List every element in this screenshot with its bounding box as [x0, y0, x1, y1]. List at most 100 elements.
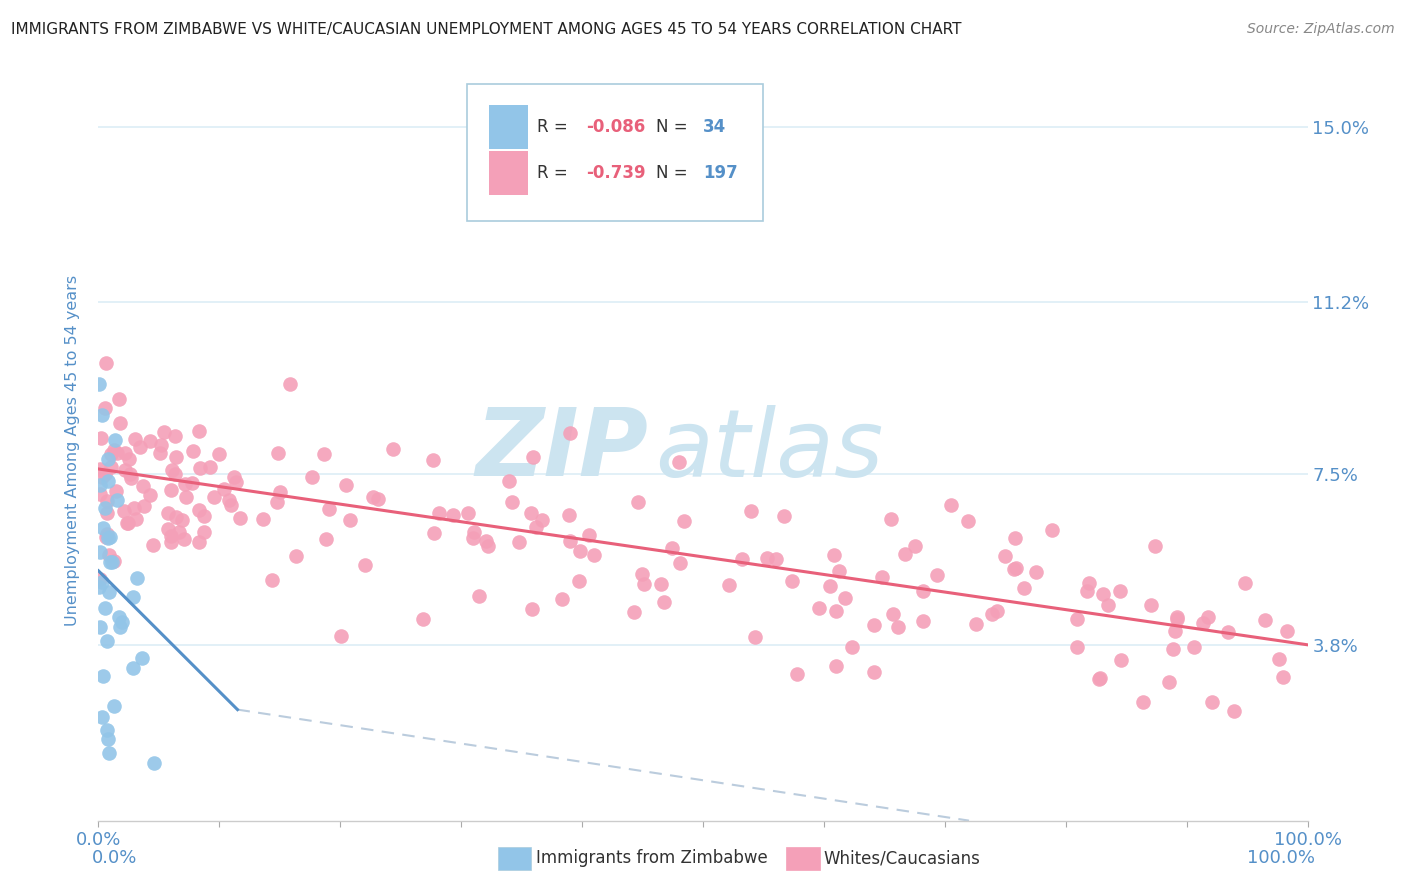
Point: [280, 376, 302, 391]
Point: [89, 620, 111, 634]
Point: [165, 429, 187, 443]
Point: [1091, 587, 1114, 601]
Point: [93, 521, 115, 535]
Point: [110, 620, 132, 634]
Point: [755, 550, 778, 565]
Point: [569, 544, 592, 558]
Point: [315, 532, 337, 546]
Point: [965, 616, 987, 631]
Point: [96, 526, 118, 541]
Point: [94, 500, 117, 515]
Point: [97, 474, 120, 488]
Point: [558, 534, 581, 549]
Point: [957, 514, 980, 528]
Point: [668, 455, 690, 469]
Point: [882, 607, 904, 621]
Point: [669, 556, 692, 570]
Point: [765, 552, 787, 566]
Point: [173, 532, 195, 546]
Point: [1066, 640, 1088, 655]
Point: [153, 425, 176, 439]
Point: [100, 460, 122, 475]
Point: [118, 467, 141, 481]
Point: [208, 447, 231, 461]
Point: [1197, 609, 1219, 624]
Point: [122, 590, 145, 604]
Point: [183, 443, 205, 458]
Point: [1040, 524, 1063, 538]
Text: Source: ZipAtlas.com: Source: ZipAtlas.com: [1247, 22, 1395, 37]
Point: [90, 469, 112, 483]
Point: [90, 574, 112, 589]
Point: [623, 605, 645, 619]
Point: [1223, 704, 1246, 718]
Point: [269, 485, 291, 500]
Point: [131, 650, 153, 665]
Point: [823, 549, 845, 563]
FancyBboxPatch shape: [467, 84, 763, 221]
Point: [1164, 624, 1187, 639]
Point: [222, 469, 245, 483]
Point: [104, 433, 127, 447]
Point: [100, 447, 122, 461]
Point: [1271, 670, 1294, 684]
Point: [212, 482, 235, 496]
Point: [229, 511, 252, 525]
Point: [894, 547, 917, 561]
Point: [98, 530, 121, 544]
Point: [89, 461, 111, 475]
Point: [132, 479, 155, 493]
Point: [558, 426, 581, 441]
Point: [508, 535, 530, 549]
Point: [367, 491, 389, 506]
Point: [474, 533, 496, 548]
Point: [1144, 539, 1167, 553]
Point: [165, 467, 187, 482]
Point: [551, 591, 574, 606]
Point: [1002, 562, 1025, 576]
Point: [103, 442, 125, 457]
Text: IMMIGRANTS FROM ZIMBABWE VS WHITE/CAUCASIAN UNEMPLOYMENT AMONG AGES 45 TO 54 YEA: IMMIGRANTS FROM ZIMBABWE VS WHITE/CAUCAS…: [11, 22, 962, 37]
Point: [100, 555, 122, 569]
Point: [132, 500, 155, 514]
Point: [522, 450, 544, 464]
Point: [530, 512, 553, 526]
Point: [188, 503, 211, 517]
Point: [994, 549, 1017, 563]
Y-axis label: Unemployment Among Ages 45 to 54 years: Unemployment Among Ages 45 to 54 years: [65, 275, 80, 626]
Point: [89, 580, 111, 594]
Point: [1088, 672, 1111, 686]
Point: [862, 665, 884, 679]
Point: [457, 506, 479, 520]
Point: [578, 528, 600, 542]
Text: 34: 34: [703, 118, 727, 136]
Point: [786, 667, 808, 681]
Point: [91, 668, 114, 682]
Point: [139, 488, 162, 502]
Point: [148, 445, 170, 459]
Point: [1097, 598, 1119, 612]
Point: [107, 609, 129, 624]
Point: [96, 634, 118, 648]
Point: [117, 452, 139, 467]
Point: [841, 640, 863, 654]
Point: [159, 483, 181, 497]
Point: [139, 434, 162, 448]
Point: [181, 476, 204, 491]
Point: [127, 570, 149, 584]
Point: [1139, 598, 1161, 612]
Point: [558, 508, 581, 522]
Point: [112, 504, 135, 518]
Point: [468, 589, 491, 603]
Point: [361, 491, 384, 505]
Point: [718, 578, 741, 592]
Text: Immigrants from Zimbabwe: Immigrants from Zimbabwe: [536, 849, 768, 867]
Point: [94, 601, 117, 615]
Point: [114, 463, 136, 477]
Point: [1254, 613, 1277, 627]
Point: [91, 409, 114, 423]
FancyBboxPatch shape: [489, 151, 527, 194]
Point: [673, 514, 696, 528]
Point: [160, 463, 183, 477]
Point: [986, 604, 1008, 618]
